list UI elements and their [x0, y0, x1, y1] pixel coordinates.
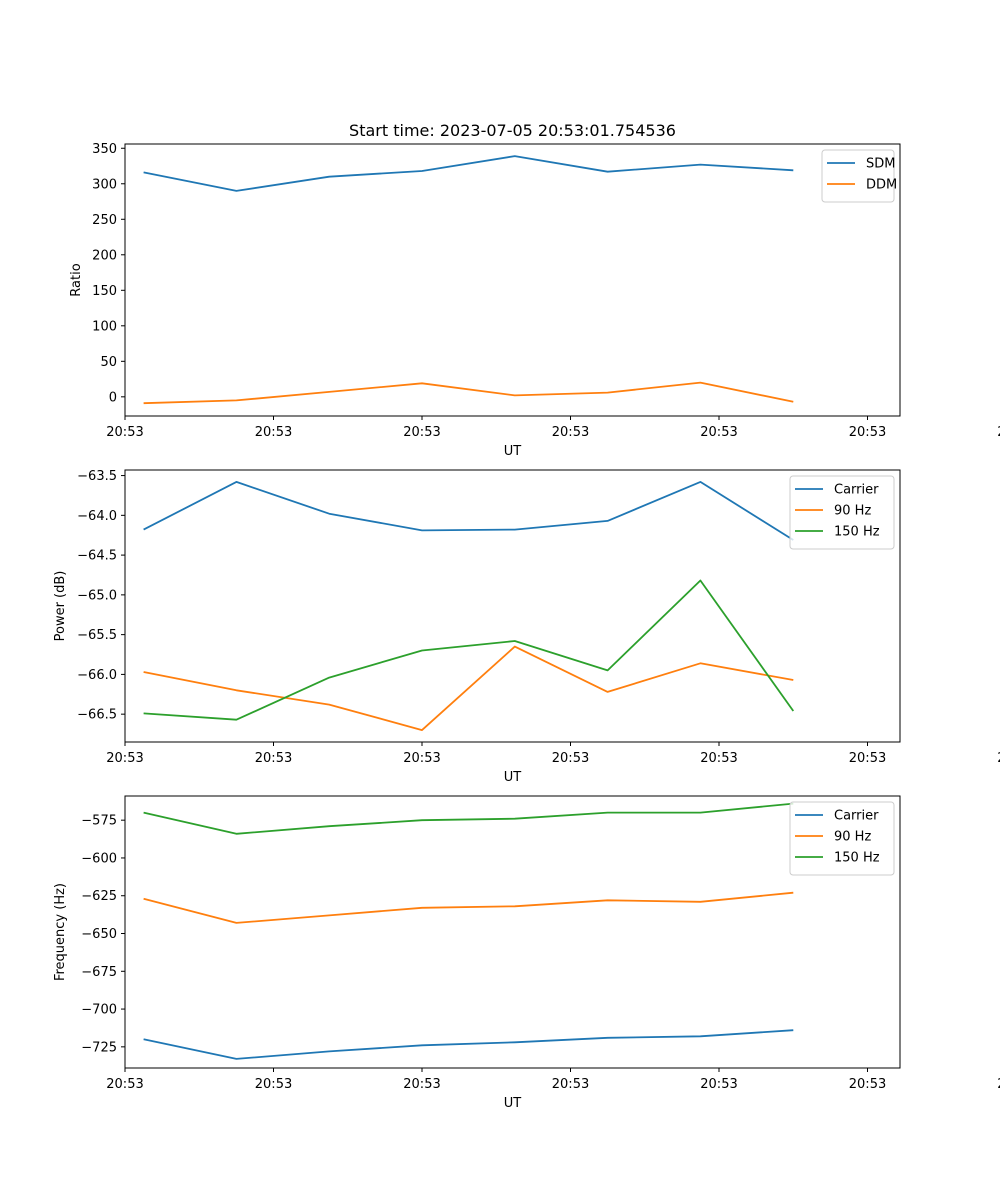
- y-tick-label: −64.0: [77, 509, 117, 524]
- x-tick-label: 20:53: [552, 751, 589, 766]
- y-tick-label: 350: [92, 142, 117, 157]
- y-tick-label: −65.0: [77, 588, 117, 603]
- series-line-90-hz: [143, 891, 794, 924]
- x-tick-label: 20:53: [552, 425, 589, 440]
- x-tick-label: 20:53: [403, 425, 440, 440]
- axes-frame: [124, 795, 901, 1069]
- y-tick-label: −65.5: [77, 628, 117, 643]
- y-axis-label: Ratio: [69, 263, 84, 296]
- plots-container: 20:53 20:53 20:53 20:53 20:53 20:53 20:54 0 50 10…: [53, 142, 1000, 1111]
- y-tick-label: −600: [81, 851, 117, 866]
- x-tick-label: 20:53: [255, 751, 292, 766]
- y-tick-label: 300: [92, 177, 117, 192]
- series-line-carrier: [143, 1029, 794, 1060]
- y-tick-label: 0: [109, 390, 117, 405]
- legend-label: SDM: [866, 157, 895, 172]
- x-tick-label: 20:53: [106, 425, 143, 440]
- x-axis-label: UT: [504, 444, 522, 459]
- x-tick-label: 20:53: [255, 1077, 292, 1092]
- y-axis-label: Power (dB): [53, 571, 68, 642]
- axes-frame: [124, 469, 901, 743]
- legend-label: Carrier: [834, 483, 879, 498]
- x-tick-label: 20:53: [552, 1077, 589, 1092]
- y-tick-label: −66.0: [77, 668, 117, 683]
- legend-label: 150 Hz: [834, 525, 880, 540]
- x-tick-label: 20:53: [106, 1077, 143, 1092]
- series-line-150-hz: [143, 802, 794, 835]
- legend-label: Carrier: [834, 809, 879, 824]
- chart-title: Start time: 2023-07-05 20:53:01.754536: [349, 121, 676, 140]
- subplot-1: 20:53 20:53 20:53 20:53 20:53 20:53 20:54 0 50 10…: [69, 142, 1000, 459]
- x-tick-label: 20:53: [403, 751, 440, 766]
- x-tick-label: 20:54: [997, 751, 1000, 766]
- y-axis-label: Frequency (Hz): [53, 883, 68, 981]
- legend-label: 90 Hz: [834, 504, 871, 519]
- y-tick-label: −700: [81, 1003, 117, 1018]
- y-tick-label: 150: [92, 284, 117, 299]
- x-tick-label: 20:53: [403, 1077, 440, 1092]
- x-axis-label: UT: [504, 770, 522, 785]
- x-tick-label: 20:53: [700, 751, 737, 766]
- x-tick-label: 20:53: [849, 1077, 886, 1092]
- x-tick-label: 20:53: [700, 1077, 737, 1092]
- legend: Carrier 90 Hz 150 Hz: [789, 475, 895, 550]
- series-line-sdm: [143, 155, 794, 192]
- y-tick-label: 50: [100, 355, 117, 370]
- subplot-2: 20:53 20:53 20:53 20:53 20:53 20:53 20:54 −63.5…: [53, 469, 1000, 785]
- x-tick-label: 20:53: [255, 425, 292, 440]
- y-tick-label: 100: [92, 319, 117, 334]
- y-tick-label: −63.5: [77, 469, 117, 484]
- y-tick-label: −725: [81, 1040, 117, 1055]
- legend: Carrier 90 Hz 150 Hz: [789, 801, 895, 876]
- y-tick-label: −625: [81, 889, 117, 904]
- series-line-ddm: [143, 381, 794, 405]
- legend-label: 150 Hz: [834, 851, 880, 866]
- x-tick-label: 20:54: [997, 425, 1000, 440]
- y-tick-label: −650: [81, 927, 117, 942]
- y-tick-label: −575: [81, 814, 117, 829]
- x-tick-label: 20:54: [997, 1077, 1000, 1092]
- axes-frame: [124, 143, 901, 417]
- legend-label: 90 Hz: [834, 830, 871, 845]
- x-tick-label: 20:53: [849, 751, 886, 766]
- x-tick-label: 20:53: [106, 751, 143, 766]
- x-tick-label: 20:53: [849, 425, 886, 440]
- y-tick-label: 200: [92, 248, 117, 263]
- series-line-carrier: [143, 480, 794, 541]
- legend: SDM DDM: [821, 149, 897, 203]
- series-line-90-hz: [143, 645, 794, 731]
- x-tick-label: 20:53: [700, 425, 737, 440]
- series-line-150-hz: [143, 579, 795, 721]
- subplot-3: 20:53 20:53 20:53 20:53 20:53 20:53 20:54 −575 −…: [53, 795, 1000, 1111]
- legend-label: DDM: [866, 178, 897, 193]
- y-tick-label: −64.5: [77, 549, 117, 564]
- x-axis-label: UT: [504, 1096, 522, 1111]
- y-tick-label: −675: [81, 965, 117, 980]
- y-tick-label: 250: [92, 213, 117, 228]
- y-tick-label: −66.5: [77, 708, 117, 723]
